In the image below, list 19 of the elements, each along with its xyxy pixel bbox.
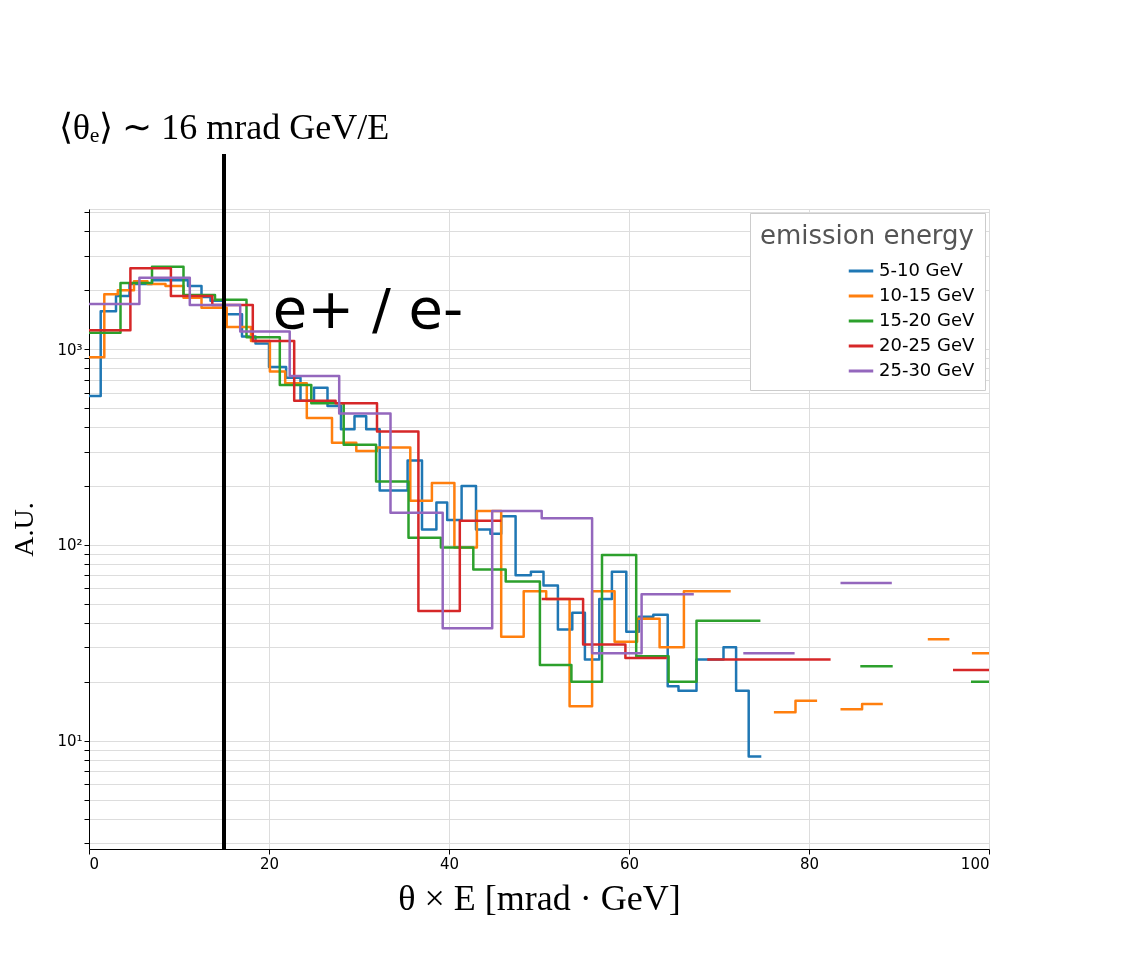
x-tick-label: 60 bbox=[619, 854, 640, 873]
x-tick-label: 20 bbox=[259, 854, 280, 873]
legend-title: emission energy bbox=[759, 220, 974, 250]
legend-label: 5-10 GeV bbox=[879, 259, 964, 280]
legend-label: 20-25 GeV bbox=[879, 334, 976, 355]
x-tick-label: 100 bbox=[960, 854, 990, 873]
x-tick-label: 80 bbox=[799, 854, 820, 873]
y-axis-title: A.U. bbox=[8, 502, 40, 557]
ref-line-label: ⟨θₑ⟩ ∼ 16 mrad GeV/E bbox=[58, 107, 390, 147]
legend-label: 10-15 GeV bbox=[879, 284, 976, 305]
legend-label: 15-20 GeV bbox=[879, 309, 976, 330]
x-tick-label: 40 bbox=[439, 854, 460, 873]
annotation: e+ / e- bbox=[272, 276, 464, 342]
x-tick-label: 0 bbox=[89, 854, 100, 873]
y-tick-label: 10¹ bbox=[57, 732, 83, 751]
legend-label: 25-30 GeV bbox=[879, 359, 976, 380]
y-tick-label: 10³ bbox=[57, 340, 83, 359]
x-axis-title: θ × E [mrad · GeV] bbox=[398, 877, 681, 918]
y-tick-label: 10² bbox=[57, 536, 83, 555]
